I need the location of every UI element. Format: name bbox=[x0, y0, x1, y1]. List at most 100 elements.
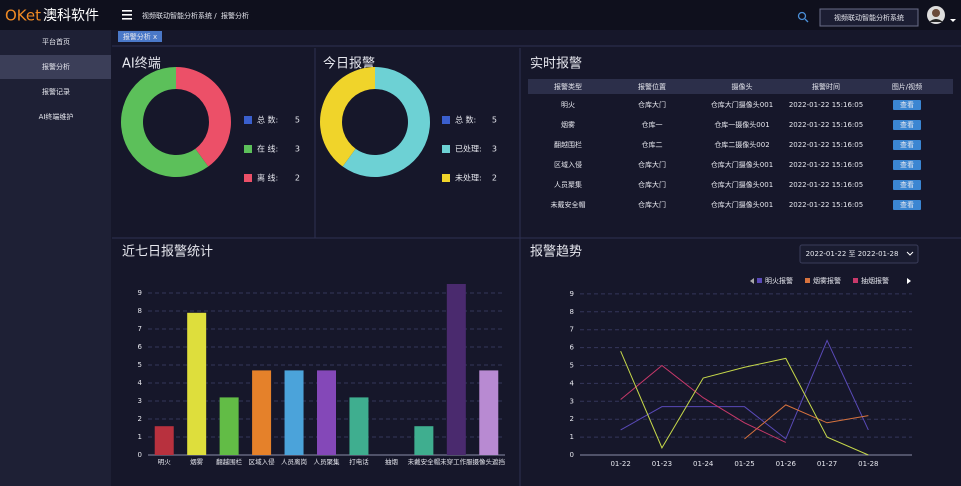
legend-swatch bbox=[244, 116, 252, 124]
bar bbox=[154, 426, 174, 455]
table-cell: 翻越围栏 bbox=[554, 140, 582, 149]
sidebar-item[interactable]: AI终端维护 bbox=[39, 112, 74, 121]
y-tick-label: 1 bbox=[570, 433, 574, 441]
view-button-label: 查看 bbox=[900, 120, 914, 129]
x-tick-label: 人员聚集 bbox=[314, 457, 341, 466]
bar bbox=[349, 397, 369, 455]
x-tick-label: 01-25 bbox=[734, 460, 754, 468]
y-tick-label: 7 bbox=[570, 326, 574, 334]
legend-next[interactable] bbox=[907, 278, 911, 284]
table-header-cell: 图片/视频 bbox=[892, 82, 922, 91]
view-button[interactable] bbox=[893, 140, 921, 150]
y-tick-label: 6 bbox=[570, 344, 575, 352]
y-tick-label: 8 bbox=[570, 308, 574, 316]
x-tick-label: 01-26 bbox=[776, 460, 797, 468]
y-tick-label: 5 bbox=[138, 361, 142, 369]
table-cell: 仓库一 bbox=[642, 120, 663, 129]
legend-value: 5 bbox=[295, 116, 300, 125]
legend-value: 2 bbox=[492, 174, 497, 183]
legend-swatch bbox=[853, 278, 858, 283]
x-tick-label: 01-28 bbox=[858, 460, 878, 468]
panel-title: 报警趋势 bbox=[530, 244, 582, 260]
breadcrumb: 报警分析 bbox=[221, 11, 249, 20]
logo-name: 澳科软件 bbox=[43, 8, 99, 24]
menu-icon[interactable] bbox=[122, 10, 132, 20]
table-cell: 2022-01-22 15:16:05 bbox=[789, 141, 863, 149]
donut-slice bbox=[342, 67, 430, 177]
date-range[interactable]: 2022-01-22 至 2022-01-28 bbox=[806, 250, 899, 258]
view-button-label: 查看 bbox=[900, 100, 914, 109]
table-cell: 2022-01-22 15:16:05 bbox=[789, 161, 863, 169]
sidebar-item[interactable]: 报警分析 bbox=[42, 62, 70, 71]
table-header bbox=[528, 79, 953, 94]
view-button[interactable] bbox=[893, 100, 921, 110]
legend-label[interactable]: 烟雾报警 bbox=[813, 276, 841, 285]
legend-swatch bbox=[442, 174, 450, 182]
legend-label: 离 线: bbox=[257, 173, 278, 183]
legend-label[interactable]: 抽烟报警 bbox=[861, 276, 889, 285]
y-tick-label: 3 bbox=[570, 397, 574, 405]
table-cell: 仓库大门摄像头001 bbox=[711, 160, 773, 169]
date-picker[interactable] bbox=[799, 244, 919, 264]
sidebar-item[interactable]: 平台首页 bbox=[42, 37, 70, 46]
legend-label: 总 数: bbox=[455, 115, 476, 125]
sidebar-active bbox=[0, 55, 111, 79]
tab-label: 报警分析 x bbox=[123, 32, 157, 41]
view-button[interactable] bbox=[893, 200, 921, 210]
tab[interactable] bbox=[118, 31, 162, 42]
table-cell: 仓库大门 bbox=[638, 200, 666, 209]
view-button-label: 查看 bbox=[900, 140, 914, 149]
search-icon[interactable] bbox=[797, 11, 809, 23]
legend-prev[interactable] bbox=[750, 278, 754, 284]
table-cell: 仓库大门 bbox=[638, 180, 666, 189]
y-tick-label: 0 bbox=[138, 451, 142, 459]
table-header-cell: 报警位置 bbox=[638, 82, 666, 91]
sidebar bbox=[0, 30, 111, 486]
x-tick-label: 翻越围栏 bbox=[216, 457, 243, 466]
table-cell: 2022-01-22 15:16:05 bbox=[789, 201, 863, 209]
view-button[interactable] bbox=[893, 160, 921, 170]
x-tick-label: 摄像头遮挡 bbox=[473, 457, 506, 466]
y-tick-label: 3 bbox=[138, 397, 142, 405]
legend-swatch bbox=[442, 116, 450, 124]
y-tick-label: 0 bbox=[570, 451, 574, 459]
table-header-cell: 报警类型 bbox=[554, 82, 582, 91]
legend-swatch bbox=[244, 145, 252, 153]
sidebar-item[interactable]: 报警记录 bbox=[42, 87, 70, 96]
table-cell: 仓库大门 bbox=[638, 100, 666, 109]
x-tick-label: 01-27 bbox=[817, 460, 837, 468]
y-tick-label: 4 bbox=[138, 379, 143, 387]
view-button[interactable] bbox=[893, 120, 921, 130]
x-tick-label: 明火 bbox=[158, 458, 172, 466]
x-tick-label: 未戴安全帽 bbox=[408, 457, 441, 466]
table-cell: 人员聚集 bbox=[554, 180, 582, 189]
y-tick-label: 5 bbox=[570, 362, 574, 370]
bar bbox=[187, 312, 207, 455]
system-button-label: 视频联动智能分析系统 bbox=[834, 13, 904, 22]
legend-value: 3 bbox=[295, 145, 300, 154]
view-button[interactable] bbox=[893, 180, 921, 190]
donut-slice bbox=[121, 67, 209, 177]
panel-title: 实时报警 bbox=[530, 56, 582, 72]
bar bbox=[219, 397, 239, 455]
view-button-label: 查看 bbox=[900, 160, 914, 169]
table-cell: 仓库二摄像头002 bbox=[714, 140, 769, 149]
y-tick-label: 2 bbox=[570, 415, 574, 423]
table-cell: 2022-01-22 15:16:05 bbox=[789, 101, 863, 109]
donut-slice bbox=[176, 67, 231, 167]
line-series bbox=[744, 404, 869, 440]
legend-swatch bbox=[244, 174, 252, 182]
legend-swatch bbox=[442, 145, 450, 153]
avatar[interactable] bbox=[927, 6, 956, 24]
legend-label[interactable]: 明火报警 bbox=[765, 276, 793, 285]
bar bbox=[446, 284, 466, 455]
view-button-label: 查看 bbox=[900, 180, 914, 189]
x-tick-label: 人员离岗 bbox=[281, 457, 307, 466]
x-tick-label: 未穿工作服 bbox=[440, 457, 473, 466]
breadcrumb[interactable]: 视频联动智能分析系统 / bbox=[142, 11, 217, 20]
system-button[interactable] bbox=[819, 8, 919, 27]
y-tick-label: 9 bbox=[570, 290, 574, 298]
legend-swatch bbox=[805, 278, 810, 283]
bar bbox=[284, 370, 304, 455]
legend-swatch bbox=[757, 278, 762, 283]
